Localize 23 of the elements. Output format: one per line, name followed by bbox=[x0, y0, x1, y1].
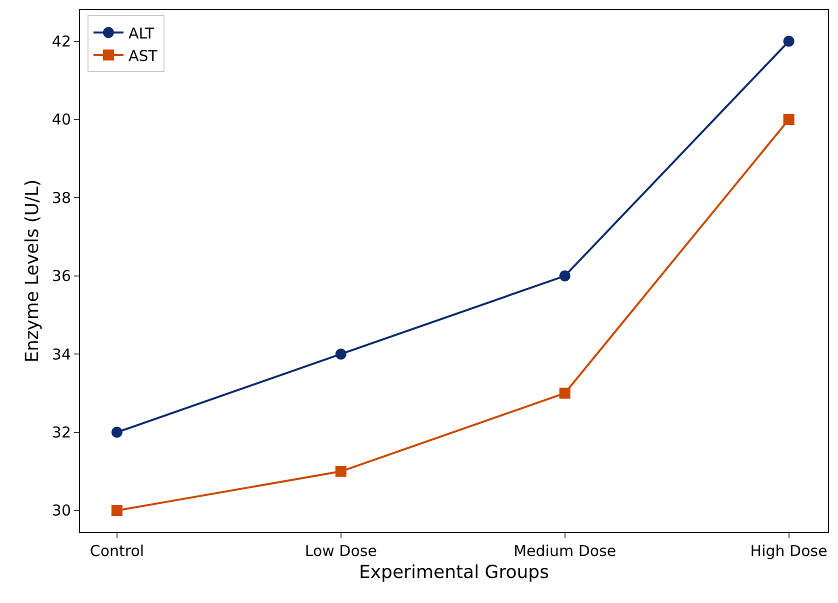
point bbox=[335, 466, 346, 477]
y-tick-label: 34 bbox=[52, 345, 71, 364]
point bbox=[111, 504, 122, 516]
y-tick-label: 36 bbox=[52, 267, 71, 286]
point bbox=[111, 426, 122, 438]
x-axis-title: Experimental Groups bbox=[359, 562, 549, 584]
point bbox=[335, 348, 346, 360]
point bbox=[559, 270, 570, 282]
y-axis-title: Enzyme Levels (U/L) bbox=[22, 179, 44, 363]
legend-label: AST bbox=[128, 46, 158, 65]
x-tick-label: High Dose bbox=[750, 542, 828, 560]
y-tick-label: 40 bbox=[52, 110, 71, 129]
x-tick-label: Medium Dose bbox=[514, 542, 616, 560]
y-tick-label: 42 bbox=[52, 32, 71, 51]
point bbox=[783, 36, 794, 47]
y-tick-label: 30 bbox=[52, 502, 71, 520]
x-tick-label: Control bbox=[90, 542, 144, 560]
point bbox=[559, 388, 570, 399]
y-tick-label: 32 bbox=[52, 424, 71, 442]
x-tick-label: Low Dose bbox=[304, 542, 377, 560]
legend-label: ALT bbox=[128, 24, 156, 42]
point bbox=[783, 114, 794, 125]
y-tick-label: 38 bbox=[52, 188, 71, 207]
